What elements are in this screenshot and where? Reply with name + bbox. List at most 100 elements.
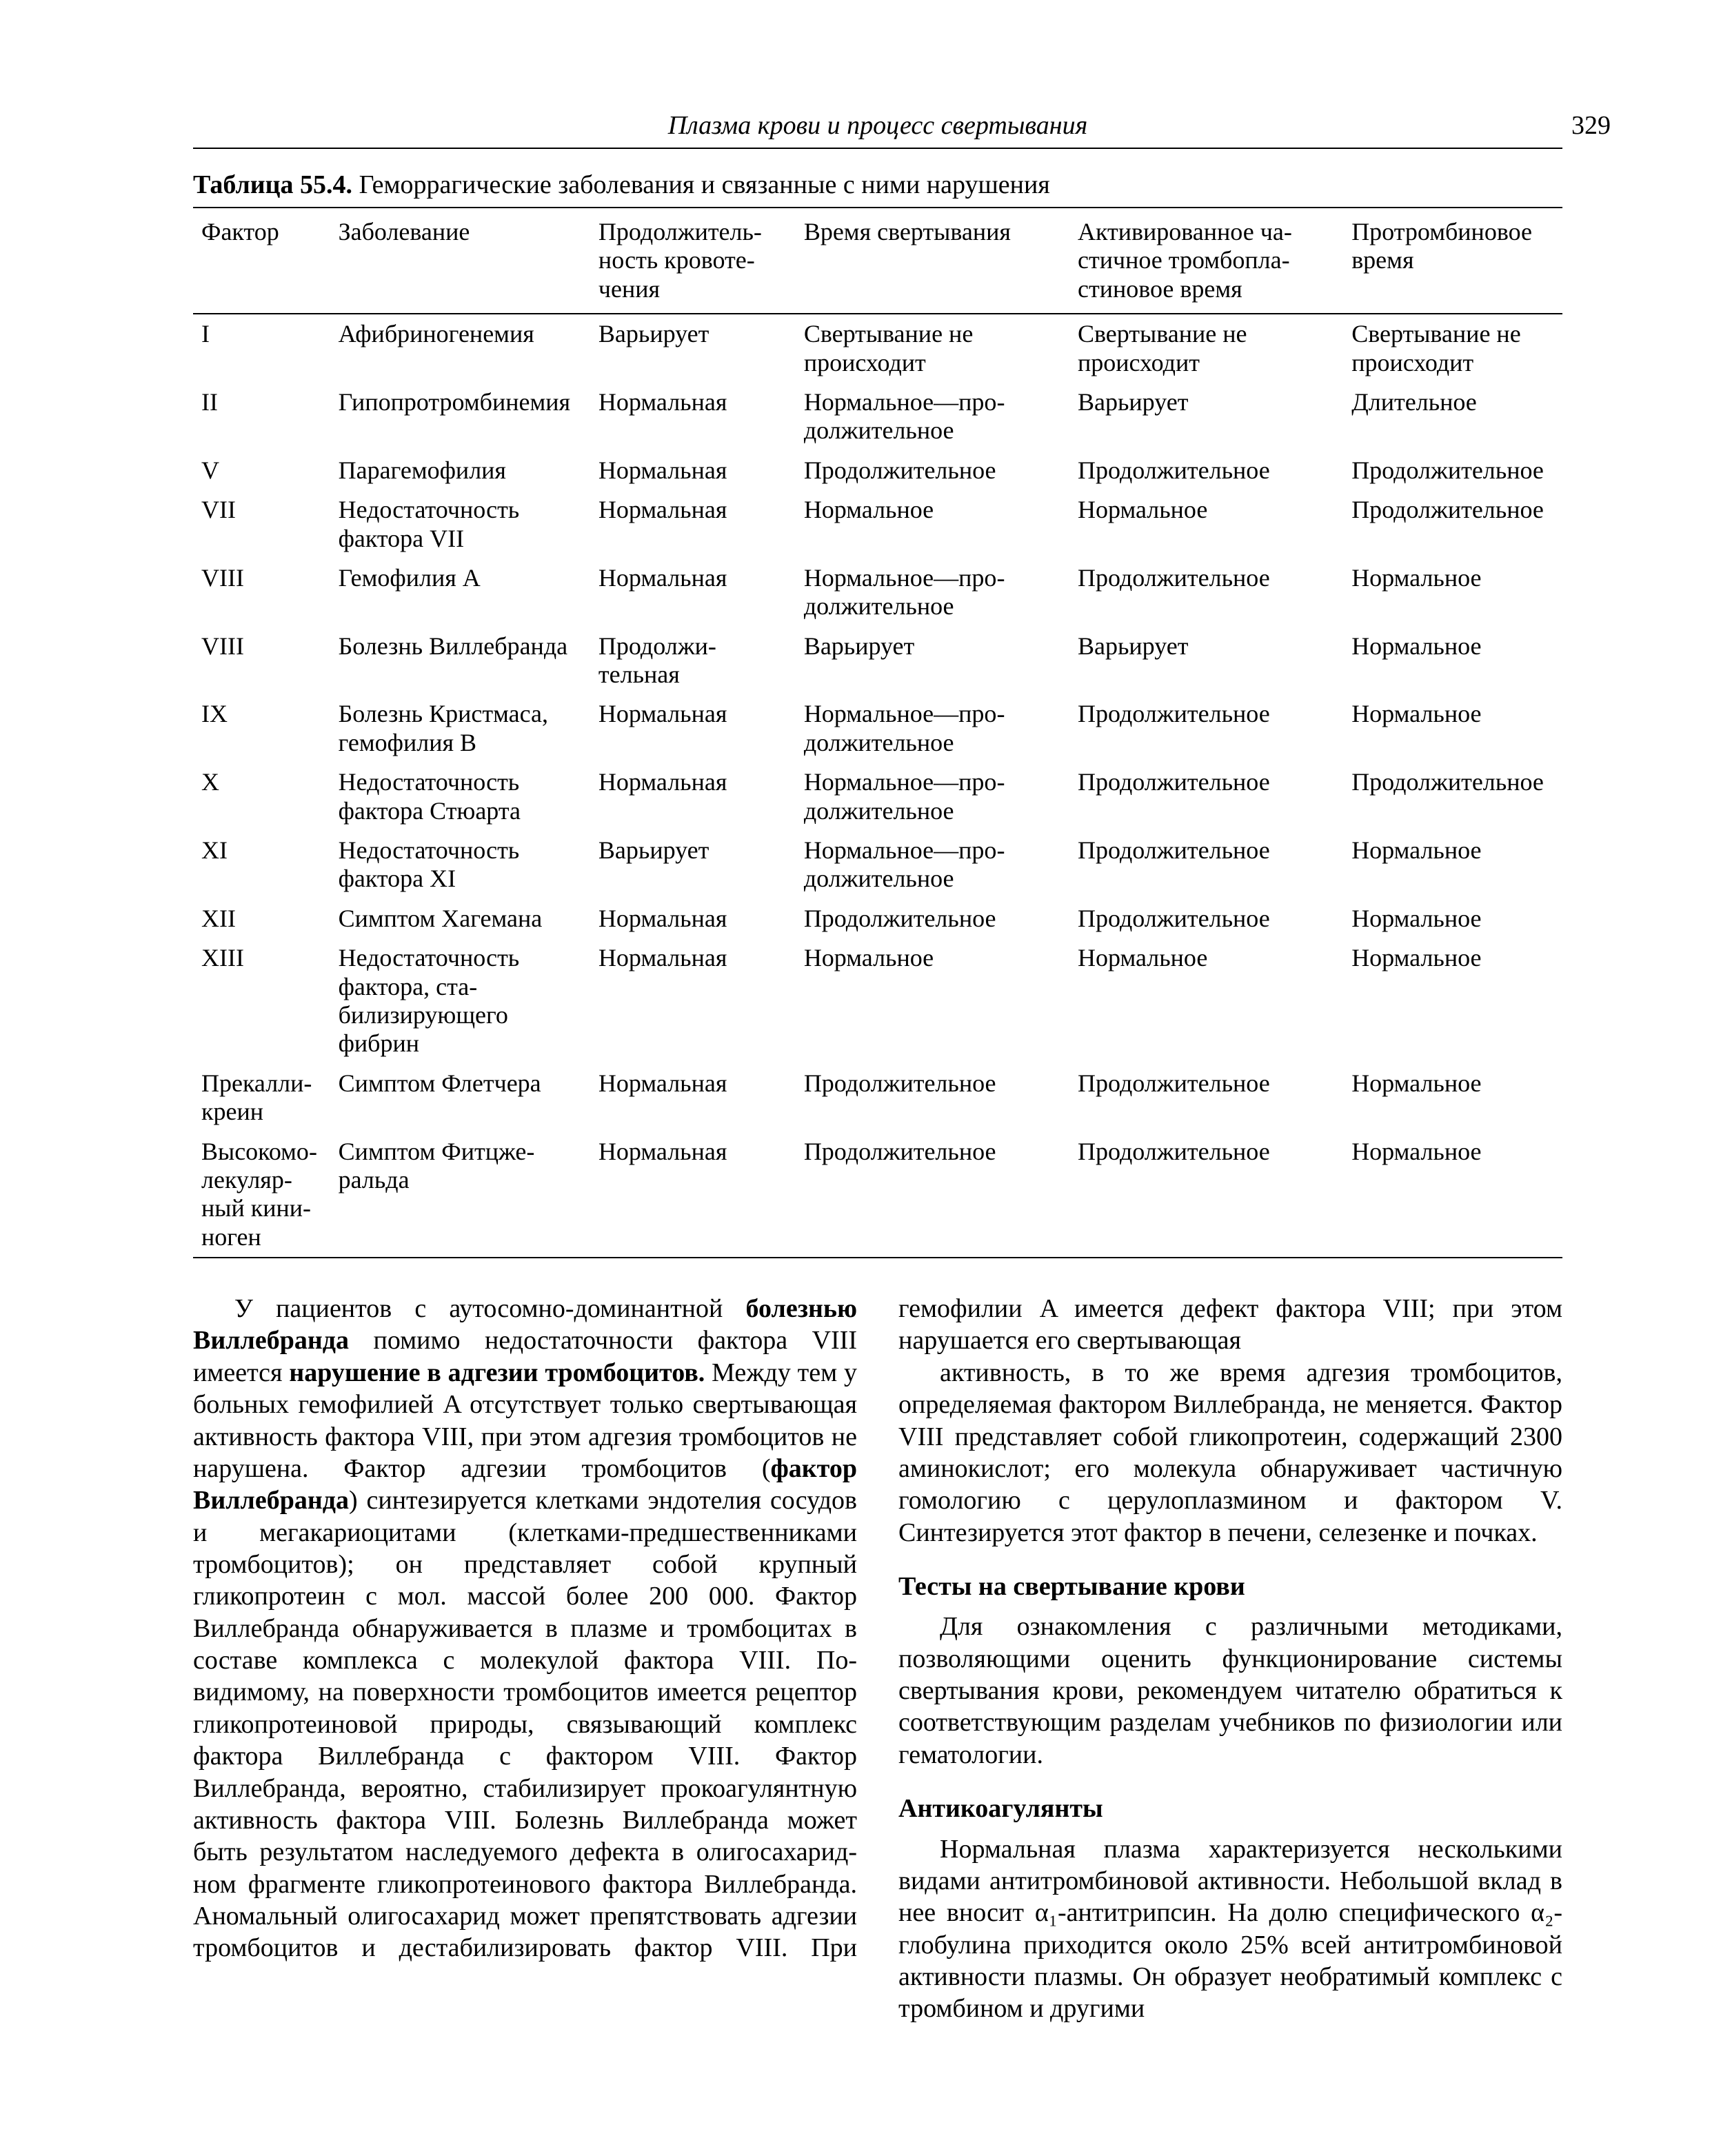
table-cell: Нормальная [590,1064,796,1132]
table-cell: Нормальная [590,899,796,938]
table-cell: Продолжительное [796,1132,1069,1258]
table-cell: Продолжительное [1343,763,1562,831]
table-cell: Прекалли­креин [193,1064,330,1132]
table-cell: Продолжительное [1069,831,1343,899]
table-cell: Нормальное [1343,899,1562,938]
table-cell: Симптом Фитцже­ральда [330,1132,590,1258]
table-cell: Нормальное [1343,1064,1562,1132]
table-cell: Нормальная [590,451,796,490]
text: У пациентов с аутосомно-доминантной [234,1294,746,1323]
col-header: Фактор [193,208,330,314]
table-cell: Нормальное [1069,490,1343,558]
table-cell: Нормальное [796,938,1069,1064]
table-body: IАфибриногенемияВарьируетСвертывание не … [193,314,1562,1258]
table-cell: Варьирует [796,627,1069,695]
section-heading: Антикоагулянты [898,1793,1562,1824]
table-cell: Нормальная [590,383,796,451]
col-header: Время свертывания [796,208,1069,314]
table-row: XIIIНедостаточность фактора, ста­билизир… [193,938,1562,1064]
col-header: Продолжитель­ность кровоте­чения [590,208,796,314]
table-cell: Продолжительное [796,899,1069,938]
table-cell: Продолжительное [1069,694,1343,763]
table-cell: Продолжительное [1069,899,1343,938]
header-rule [193,148,1562,149]
table-cell: Продолжительное [1069,451,1343,490]
table-cell: Нормальная [590,763,796,831]
table-header-row: Фактор Заболевание Продолжитель­ность кр… [193,208,1562,314]
table-row: XНедостаточность фактора Стюа­ртаНормаль… [193,763,1562,831]
table-cell: Нормальная [590,558,796,627]
table-cell: Продолжительное [796,1064,1069,1132]
table-cell: Нормальное [796,490,1069,558]
section-heading: Тесты на свертывание крови [898,1571,1562,1602]
term-bold: нарушение в адгезии тромбоцитов. [289,1358,705,1387]
table-cell: Продолжительное [1069,763,1343,831]
running-head: Плазма крови и процесс свертывания [193,110,1562,141]
table-number: Таблица 55.4. [193,170,352,199]
table-cell: Продолжительное [1069,558,1343,627]
table-cell: Парагемофилия [330,451,590,490]
table-cell: Нормальное [1343,558,1562,627]
table-cell: Нормальная [590,1132,796,1258]
table-cell: I [193,314,330,383]
table-cell: Свертывание не происходит [1069,314,1343,383]
table-cell: Свертывание не происходит [796,314,1069,383]
table-cell: Симптом Хагемана [330,899,590,938]
table-row: XIНедостаточность фактора XIВарьируетНор… [193,831,1562,899]
table-cell: Симптом Флетчера [330,1064,590,1132]
table-cell: IX [193,694,330,763]
table-cell: Нормальная [590,694,796,763]
table-row: VIIНедостаточность фактора VIIНормальная… [193,490,1562,558]
col-header: Активированное ча­стичное тромбопла­стин… [1069,208,1343,314]
table-cell: Болезнь Вилле­бранда [330,627,590,695]
table-cell: Варьирует [590,314,796,383]
table-cell: Нормальное—про­должительное [796,558,1069,627]
table-cell: XII [193,899,330,938]
table-cell: V [193,451,330,490]
page: 329 Плазма крови и процесс свертывания Т… [0,0,1721,2156]
table-cell: Недостаточность фактора Стюа­рта [330,763,590,831]
paragraph: Для ознакомления с различными методиками… [898,1611,1562,1771]
table-cell: Продолжительное [1069,1132,1343,1258]
table-cell: Варьирует [1069,383,1343,451]
table-cell: Нормальная [590,938,796,1064]
table-cell: Недостаточность фактора XI [330,831,590,899]
table-cell: Продолжительное [1069,1064,1343,1132]
table-cell: Свертывание не про­исходит [1343,314,1562,383]
table-cell: Нормальное [1069,938,1343,1064]
col-header: Протромбиновое время [1343,208,1562,314]
table-cell: VII [193,490,330,558]
table-cell: VIII [193,627,330,695]
table-cell: Гемофилия A [330,558,590,627]
table-cell: Нормальное—про­должительное [796,694,1069,763]
table-cell: XIII [193,938,330,1064]
body-text: У пациентов с аутосомно-доминантной боле… [193,1293,1562,2025]
text: Нормальная плазма характеризуется нескол… [898,1835,1562,2024]
col-header: Заболевание [330,208,590,314]
table-cell: Нормальное [1343,694,1562,763]
table-title: Геморрагические заболевания и связанные … [352,170,1050,199]
table-row: Высокомо­лекуляр­ный кини­ногенСимптом Ф… [193,1132,1562,1258]
table-cell: Нормальное [1343,938,1562,1064]
table-cell: Недостаточность фактора, ста­билизирующе… [330,938,590,1064]
text: активность, в то же время адгезия тромбо… [898,1358,1562,1547]
table-row: VПарагемофилияНормальнаяПродолжительноеП… [193,451,1562,490]
text: Для ознакомления с различными методиками… [898,1612,1562,1769]
page-number: 329 [1571,110,1611,141]
paragraph: активность, в то же время адгезия тромбо… [898,1357,1562,1549]
table-cell: Продолжительное [1343,490,1562,558]
table-cell: Нормальное [1343,1132,1562,1258]
table-row: IАфибриногенемияВарьируетСвертывание не … [193,314,1562,383]
table-cell: Нормальное [1343,627,1562,695]
table-cell: XI [193,831,330,899]
table-cell: Нормальное—про­должительное [796,383,1069,451]
paragraph: Нормальная плазма характеризуется нескол… [898,1833,1562,2025]
table-cell: Гипопротромбине­мия [330,383,590,451]
table-cell: Болезнь Кристма­са, гемофи­лия B [330,694,590,763]
table-cell: Недостаточность фактора VII [330,490,590,558]
table-cell: Нормальное [1343,831,1562,899]
table-cell: Афибриногенемия [330,314,590,383]
table-row: VIIIГемофилия AНормальнаяНормальное—про­… [193,558,1562,627]
table-cell: Варьирует [1069,627,1343,695]
table-cell: X [193,763,330,831]
